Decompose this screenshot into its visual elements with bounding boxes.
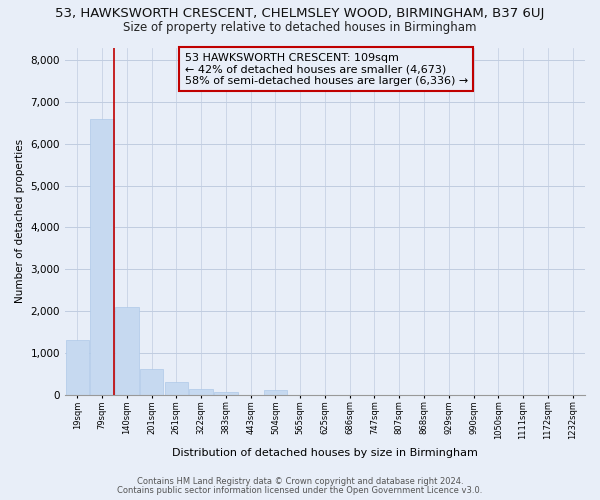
Bar bbox=[190, 389, 213, 394]
X-axis label: Distribution of detached houses by size in Birmingham: Distribution of detached houses by size … bbox=[172, 448, 478, 458]
Text: Contains public sector information licensed under the Open Government Licence v3: Contains public sector information licen… bbox=[118, 486, 482, 495]
Text: 53, HAWKSWORTH CRESCENT, CHELMSLEY WOOD, BIRMINGHAM, B37 6UJ: 53, HAWKSWORTH CRESCENT, CHELMSLEY WOOD,… bbox=[55, 8, 545, 20]
Bar bbox=[65, 340, 89, 394]
Bar bbox=[164, 382, 188, 394]
Bar bbox=[115, 307, 139, 394]
Bar bbox=[263, 390, 287, 394]
Bar bbox=[91, 118, 114, 394]
Text: Contains HM Land Registry data © Crown copyright and database right 2024.: Contains HM Land Registry data © Crown c… bbox=[137, 477, 463, 486]
Bar bbox=[214, 392, 238, 394]
Text: Size of property relative to detached houses in Birmingham: Size of property relative to detached ho… bbox=[123, 21, 477, 34]
Y-axis label: Number of detached properties: Number of detached properties bbox=[15, 139, 25, 303]
Text: 53 HAWKSWORTH CRESCENT: 109sqm
← 42% of detached houses are smaller (4,673)
58% : 53 HAWKSWORTH CRESCENT: 109sqm ← 42% of … bbox=[185, 52, 468, 86]
Bar bbox=[140, 368, 163, 394]
